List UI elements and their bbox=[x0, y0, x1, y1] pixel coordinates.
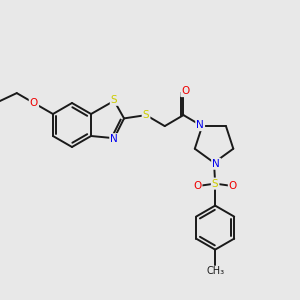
Text: S: S bbox=[143, 110, 149, 120]
Text: O: O bbox=[30, 98, 38, 108]
Text: N: N bbox=[110, 134, 118, 144]
Text: O: O bbox=[193, 181, 201, 191]
Text: S: S bbox=[111, 95, 118, 105]
Text: N: N bbox=[212, 159, 220, 169]
Text: O: O bbox=[181, 86, 190, 96]
Text: S: S bbox=[212, 178, 218, 189]
Text: O: O bbox=[229, 181, 237, 191]
Text: N: N bbox=[196, 120, 204, 130]
Text: CH₃: CH₃ bbox=[206, 266, 224, 276]
